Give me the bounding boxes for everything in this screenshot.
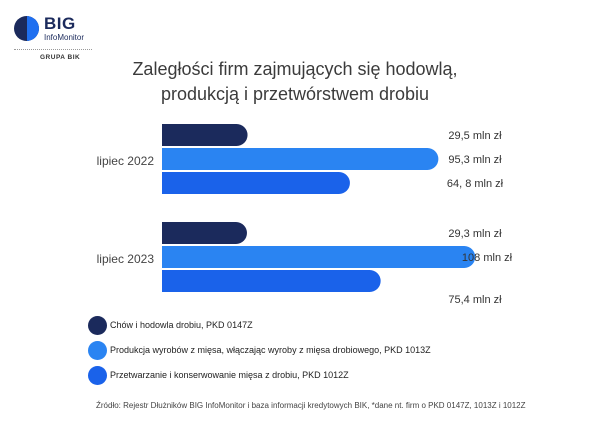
legend-swatch-series-1: [88, 316, 107, 335]
bar-2-1: [162, 148, 439, 170]
logo-group-label: GRUPA BIK: [40, 54, 81, 61]
bar-1-1: [162, 124, 248, 146]
logo-divider: [14, 49, 92, 50]
data-label-2-2: 108 mln zł: [462, 252, 513, 264]
logo-brand-sub: InfoMonitor: [44, 33, 85, 42]
chart-title-line2: produkcją i przetwórstwem drobiu: [160, 84, 430, 104]
big-infomonitor-logo: BIG InfoMonitor GRUPA BIK: [14, 14, 94, 66]
data-label-1-2: 29,3 mln zł: [448, 228, 502, 240]
bar-3-2: [162, 270, 381, 292]
chart-title: Zaległości firm zajmujących się hodowlą,…: [110, 57, 480, 107]
legend-swatch-series-2: [88, 341, 107, 360]
bar-2-2: [162, 246, 476, 268]
data-label-3-2: 75,4 mln zł: [448, 294, 502, 306]
chart-title-line1: Zaległości firm zajmujących się hodowlą,: [132, 59, 458, 79]
legend-label-series-1: Chów i hodowla drobiu, PKD 0147Z: [110, 320, 253, 330]
bar-1-2: [162, 222, 247, 244]
data-label-2-1: 95,3 mln zł: [448, 154, 502, 166]
data-label-3-1: 64, 8 mln zł: [447, 178, 504, 190]
category-label-2: lipiec 2023: [97, 252, 155, 266]
bar-3-1: [162, 172, 350, 194]
legend-label-series-2: Produkcja wyrobów z mięsa, włączając wyr…: [110, 345, 431, 355]
legend-label-series-3: Przetwarzanie i konserwowanie mięsa z dr…: [110, 370, 349, 380]
data-label-1-1: 29,5 mln zł: [448, 130, 502, 142]
source-note: Źródło: Rejestr Dłużników BIG InfoMonito…: [96, 401, 526, 410]
category-label-1: lipiec 2022: [97, 154, 155, 168]
logo-circle-icon: [14, 16, 39, 41]
legend-swatch-series-3: [88, 366, 107, 385]
logo-brand-name: BIG: [44, 14, 76, 33]
